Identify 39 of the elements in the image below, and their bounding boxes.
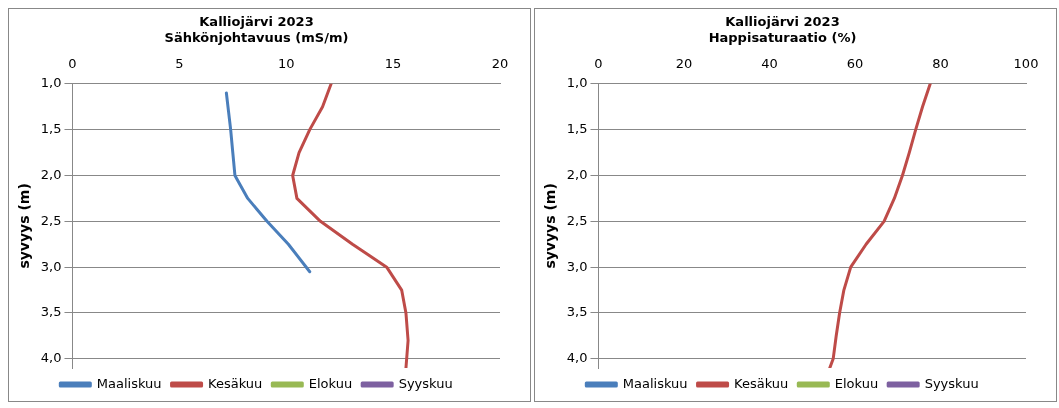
y-tick-label: 2,5 <box>40 212 62 228</box>
chart-subtitle: Sähkönjohtavuus (mS/m) <box>164 29 349 45</box>
x-tick-label: 15 <box>384 56 402 72</box>
chart-title: Kalliojärvi 2023 <box>199 14 314 30</box>
legend-label: Kesäkuu <box>208 375 263 391</box>
y-tick-label: 2,0 <box>566 166 588 182</box>
y-tick-label: 4,0 <box>40 350 62 366</box>
legend-label: Maaliskuu <box>622 375 688 391</box>
y-tick-label: 1,5 <box>40 121 62 137</box>
y-tick-label: 1,5 <box>566 121 588 137</box>
y-tick-label: 4,0 <box>566 350 588 366</box>
x-tick-label: 60 <box>846 56 864 72</box>
x-tick-label: 100 <box>1013 56 1039 72</box>
y-tick-label: 3,5 <box>40 304 62 320</box>
y-axis-title: syvyys (m) <box>542 183 559 269</box>
x-tick-label: 0 <box>68 56 77 72</box>
legend-label: Kesäkuu <box>734 375 789 391</box>
x-tick-label: 20 <box>491 56 509 72</box>
legend-label: Syyskuu <box>398 375 453 391</box>
legend-label: Syyskuu <box>924 375 979 391</box>
y-tick-label: 1,0 <box>566 75 588 91</box>
x-tick-label: 5 <box>175 56 184 72</box>
x-tick-label: 20 <box>675 56 693 72</box>
y-tick-label: 1,0 <box>40 75 62 91</box>
x-tick-label: 0 <box>594 56 603 72</box>
x-tick-label: 10 <box>277 56 295 72</box>
chart-title: Kalliojärvi 2023 <box>725 14 840 30</box>
legend-label: Elokuu <box>834 375 879 391</box>
legend-label: Maaliskuu <box>96 375 162 391</box>
x-tick-label: 40 <box>761 56 778 72</box>
y-tick-label: 3,0 <box>566 258 588 274</box>
y-tick-label: 2,5 <box>566 212 588 228</box>
y-tick-label: 3,5 <box>566 304 588 320</box>
chart-subtitle: Happisaturaatio (%) <box>708 29 857 45</box>
legend-label: Elokuu <box>308 375 353 391</box>
x-tick-label: 80 <box>932 56 949 72</box>
y-axis-title: syvyys (m) <box>16 183 33 269</box>
y-tick-label: 2,0 <box>40 166 62 182</box>
y-tick-label: 3,0 <box>40 258 62 274</box>
